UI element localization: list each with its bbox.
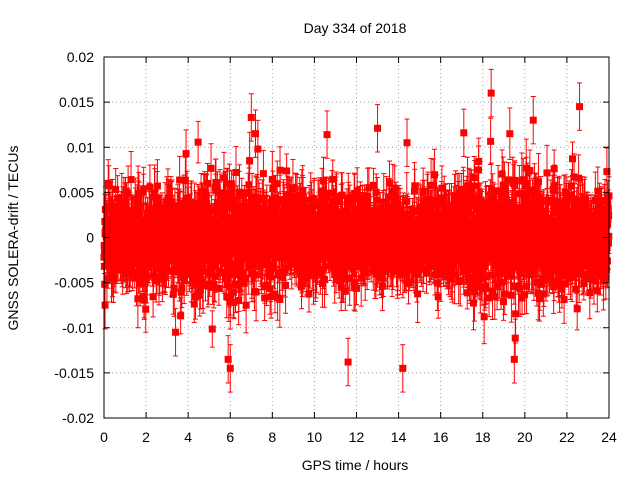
- marker: [243, 302, 250, 309]
- marker: [177, 312, 184, 319]
- marker: [208, 165, 215, 172]
- marker: [112, 186, 119, 193]
- marker: [209, 326, 216, 333]
- marker: [204, 180, 211, 187]
- marker: [125, 189, 132, 196]
- marker: [182, 177, 189, 184]
- marker: [260, 170, 267, 177]
- marker: [171, 285, 178, 292]
- marker: [146, 184, 153, 191]
- marker: [233, 169, 240, 176]
- marker: [142, 306, 149, 313]
- marker: [140, 185, 147, 192]
- marker: [253, 289, 260, 296]
- data-point: [195, 121, 202, 163]
- marker: [191, 301, 198, 308]
- marker: [246, 158, 253, 165]
- marker: [170, 291, 177, 298]
- data-point: [209, 311, 216, 347]
- marker: [195, 139, 202, 146]
- marker: [128, 176, 135, 183]
